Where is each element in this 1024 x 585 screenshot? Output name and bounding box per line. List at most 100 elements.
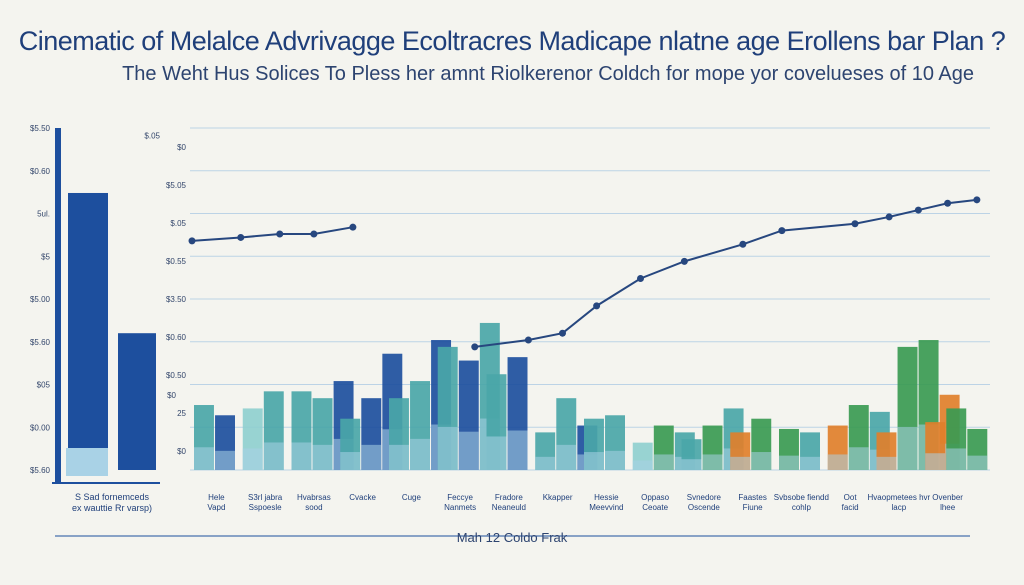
bar-base-highlight <box>291 442 312 470</box>
category-label: Hvaopmetees hvr lacp <box>868 493 931 512</box>
bar-base-highlight <box>437 426 458 470</box>
category-label: Cvacke <box>349 493 376 502</box>
trend-point <box>851 220 859 228</box>
trend-point <box>349 223 357 231</box>
category-label: Cuge <box>402 493 422 502</box>
point-label: $.05 <box>144 131 160 140</box>
bar-base-highlight <box>605 450 625 470</box>
category-label: Faastes Fiune <box>738 493 766 512</box>
trend-point <box>276 230 284 238</box>
category-label: Hvabrsas sood <box>297 493 331 512</box>
bar-base-highlight <box>194 447 214 470</box>
y-axis: $5.50 $0.60 5ul. $5 $5.00 $5.60 $05 $0.00 $5.60 $… <box>30 124 970 537</box>
trend-point <box>637 274 644 282</box>
bar-base-highlight <box>681 459 702 470</box>
y-tick-label: $5.50 <box>30 124 51 133</box>
bar-base-highlight <box>535 456 556 470</box>
y-tick-label: $05 <box>37 381 51 390</box>
bar-base-highlight <box>242 448 263 470</box>
x-axis-caption: Mah 12 Coldo Frak <box>456 530 568 545</box>
trend-line: $.05 $0 <box>144 131 981 400</box>
y-tick-label-inner: $0 <box>177 143 186 152</box>
trend-point <box>914 206 922 214</box>
trend-point <box>593 302 601 310</box>
bar-base-highlight <box>340 452 361 470</box>
y-tick-label-inner: $.05 <box>170 219 186 228</box>
trend-point <box>739 240 747 248</box>
category-label: Oppaso Ceoate <box>641 493 670 512</box>
category-label: Feccye Nanmets <box>444 493 476 512</box>
bar-base-highlight <box>389 444 409 470</box>
trend-line-segment <box>191 226 354 242</box>
bar-base-highlight <box>486 436 507 470</box>
bar-base-highlight <box>702 454 723 470</box>
y-tick-label-inner: $0.50 <box>166 371 187 380</box>
trend-point <box>885 213 893 221</box>
point-label: $0 <box>167 391 176 400</box>
left-bar <box>118 333 156 470</box>
bar-base-highlight <box>410 438 430 470</box>
bar-base-highlight <box>584 452 604 470</box>
y-tick-label-inner: $5.05 <box>166 181 187 190</box>
y-tick-label-inner: $0 <box>177 447 186 456</box>
bar-base-highlight <box>632 460 653 470</box>
category-label: Ovenber lhee <box>932 493 963 512</box>
bar-base-highlight <box>730 456 751 470</box>
bar-base-highlight <box>779 455 799 470</box>
chart-subtitle: The Weht Hus Solices To Pless her amnt R… <box>122 63 974 85</box>
bar-base-highlight <box>215 450 235 470</box>
bar-base-highlight <box>653 454 674 470</box>
left-bar-label: ex wauttie Rr varsp) <box>72 503 152 513</box>
trend-point <box>237 233 245 241</box>
y-axis-bar <box>55 128 61 483</box>
bar-base-highlight <box>946 448 967 470</box>
bar-base-highlight <box>827 454 848 470</box>
y-tick-label: $0.00 <box>30 423 51 432</box>
y-tick-label: $5.60 <box>30 338 51 347</box>
left-bar-base <box>66 448 108 476</box>
category-label: Fradore Neaneuld <box>492 493 526 512</box>
category-label: Svnedore Oscende <box>687 493 722 512</box>
category-label: Hessie Meevvind <box>589 493 623 512</box>
trend-point <box>310 230 318 238</box>
category-label: Svbsobe fiendd cohlp <box>774 493 829 512</box>
trend-point <box>188 237 196 245</box>
bar-base-highlight <box>556 444 577 470</box>
bar-base-highlight <box>361 444 382 470</box>
bar-base-highlight <box>876 456 897 470</box>
left-bar <box>68 192 108 471</box>
bar-base-highlight <box>800 456 820 470</box>
bar-base-highlight <box>967 455 988 470</box>
bar-base-highlight <box>263 442 284 470</box>
bar-base-highlight <box>925 453 946 470</box>
left-bar-label: S Sad fornemceds <box>75 492 150 502</box>
trend-point <box>524 336 532 344</box>
y-tick-label-inner: $0.60 <box>166 333 187 342</box>
y-tick-label-inner: $0.55 <box>166 257 187 266</box>
y-tick-label: 5ul. <box>37 210 50 219</box>
y-tick-label-inner: $3.50 <box>166 295 187 304</box>
trend-point <box>559 329 566 337</box>
y-tick-label: $0.60 <box>30 167 51 176</box>
bar-base-highlight <box>897 426 918 470</box>
y-tick-label: $5 <box>41 252 50 261</box>
trend-line-segment <box>474 198 977 348</box>
category-label: Oot facid <box>842 493 859 512</box>
trend-point <box>471 343 479 351</box>
bar-base-highlight <box>312 444 333 470</box>
bar-groups <box>194 322 988 470</box>
bar-base-highlight <box>458 431 479 470</box>
bar-base-highlight <box>751 452 772 470</box>
category-labels: Hele Vapd S3rl jabra Sspoesle Hvabrsas sood Cv… <box>207 493 963 512</box>
chart-title: Cinematic of Melalce Advrivagge Ecoltrac… <box>18 26 1006 56</box>
category-label: S3rl jabra Sspoesle <box>248 493 283 512</box>
trend-point <box>680 257 688 265</box>
trend-point <box>944 199 952 207</box>
bar-base-highlight <box>848 447 869 470</box>
y-tick-label: $5.00 <box>30 295 51 304</box>
y-tick-label-inner: 25 <box>177 409 186 418</box>
category-label: Hele Vapd <box>207 493 225 512</box>
bar-base-highlight <box>507 430 528 470</box>
